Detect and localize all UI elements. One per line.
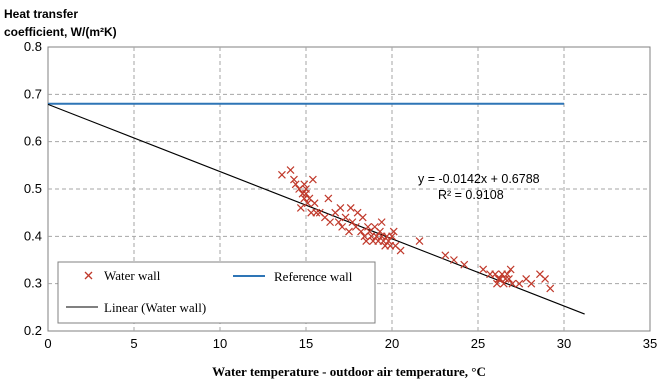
x-tick-label: 20 — [385, 336, 399, 351]
y-tick-label: 0.4 — [24, 228, 42, 243]
data-point-water-wall — [357, 227, 365, 236]
y-tick-label: 0.2 — [24, 323, 42, 338]
data-point-water-wall — [389, 227, 398, 236]
y-tick-label: 0.7 — [24, 86, 42, 101]
legend-label-water-wall: Water wall — [104, 268, 161, 283]
data-point-water-wall — [286, 166, 295, 174]
x-tick-label: 5 — [130, 336, 137, 351]
data-point-water-wall — [546, 284, 555, 293]
x-tick-label: 0 — [44, 336, 51, 351]
data-point-water-wall — [334, 218, 343, 227]
data-point-water-wall — [302, 185, 310, 193]
data-point-water-wall — [345, 227, 353, 236]
y-tick-label: 0.5 — [24, 181, 42, 196]
data-point-water-wall — [492, 279, 501, 288]
data-point-water-wall — [303, 199, 312, 208]
data-point-water-wall — [362, 237, 371, 245]
legend-marker-water-wall — [84, 271, 93, 280]
data-point-water-wall — [296, 204, 305, 212]
x-tick-label: 25 — [471, 336, 485, 351]
data-point-water-wall — [449, 256, 458, 264]
data-point-water-wall — [341, 213, 350, 222]
y-tick-label: 0.6 — [24, 134, 42, 149]
data-point-water-wall — [308, 175, 317, 184]
y-tick-label: 0.3 — [24, 276, 42, 291]
data-point-water-wall — [291, 180, 300, 189]
regression-equation: y = -0.0142x + 0.6788 — [418, 172, 540, 186]
data-point-water-wall — [503, 270, 512, 279]
legend-label-reference-wall: Reference wall — [274, 269, 353, 284]
data-point-water-wall — [508, 279, 517, 288]
data-point-water-wall — [363, 222, 372, 231]
data-point-water-wall — [541, 275, 550, 283]
legend: Water wall Reference wall Linear (Water … — [57, 261, 376, 324]
r-squared-label: R² = 0.9108 — [438, 188, 504, 202]
x-tick-label: 15 — [299, 336, 313, 351]
data-point-water-wall — [326, 218, 335, 227]
y-axis-label-line1: Heat transfer — [4, 7, 78, 21]
data-point-water-wall — [324, 194, 333, 203]
data-point-water-wall — [312, 208, 321, 217]
x-axis-label: Water temperature - outdoor air temperat… — [212, 364, 486, 379]
legend-label-linear-water-wall: Linear (Water wall) — [104, 300, 206, 315]
y-axis-label-line2: coefficient, W/(m²K) — [4, 25, 117, 39]
data-point-water-wall — [377, 218, 386, 227]
data-point-water-wall — [346, 204, 355, 212]
y-tick-label: 0.8 — [24, 39, 42, 54]
data-point-water-wall — [376, 227, 384, 236]
data-point-water-wall — [348, 218, 357, 227]
data-point-water-wall — [515, 279, 524, 288]
data-point-water-wall — [298, 189, 307, 198]
data-point-water-wall — [501, 275, 510, 283]
data-point-water-wall — [388, 232, 396, 241]
data-point-water-wall — [310, 199, 319, 208]
data-point-water-wall — [338, 222, 347, 231]
data-point-water-wall — [277, 170, 286, 179]
x-tick-label: 10 — [213, 336, 227, 351]
tick-labels: 0 5 10 15 20 25 30 35 0.2 0.3 0.4 0.5 0.6 0.7 0.8 — [24, 39, 657, 351]
x-tick-label: 35 — [643, 336, 657, 351]
data-point-water-wall — [384, 237, 393, 245]
scatter-points — [277, 166, 555, 293]
data-point-water-wall — [460, 260, 469, 269]
data-point-water-wall — [441, 251, 450, 260]
data-point-water-wall — [527, 279, 536, 288]
data-point-water-wall — [505, 275, 513, 283]
data-point-water-wall — [336, 204, 345, 212]
data-point-water-wall — [358, 213, 367, 222]
data-point-water-wall — [300, 180, 309, 189]
legend-box — [57, 261, 376, 324]
data-point-water-wall — [479, 265, 488, 274]
data-point-water-wall — [415, 237, 424, 245]
data-point-water-wall — [290, 175, 298, 184]
data-point-water-wall — [506, 265, 515, 274]
x-tick-label: 30 — [557, 336, 571, 351]
data-point-water-wall — [396, 246, 405, 255]
